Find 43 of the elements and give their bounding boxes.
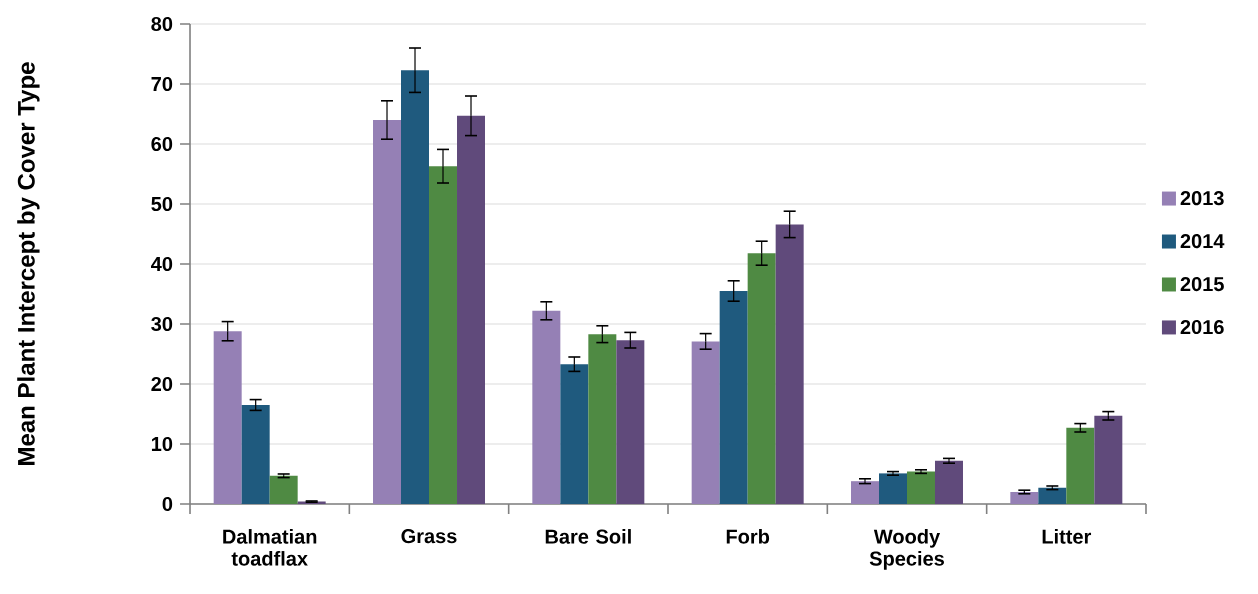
bar — [588, 334, 617, 504]
legend-label: 2016 — [1180, 319, 1224, 335]
bar — [457, 115, 485, 504]
bar — [616, 340, 645, 504]
x-tick-label: Bare Soil — [545, 529, 631, 544]
y-tick-label: 70 — [151, 76, 173, 92]
y-tick-label: 20 — [151, 376, 173, 392]
bar — [907, 471, 935, 504]
legend-label: 2015 — [1180, 277, 1224, 292]
bar — [373, 120, 401, 504]
y-axis-title: Mean Plant Intercept by Cover Type — [17, 62, 40, 465]
y-tick-label: 40 — [151, 256, 173, 272]
bar — [269, 475, 298, 504]
x-tick-label: Grass — [401, 529, 457, 544]
x-tick-label: Woody Species — [869, 529, 944, 570]
x-tick-label: Litter — [1042, 529, 1092, 544]
bar — [1010, 491, 1039, 504]
y-tick-label: 60 — [151, 136, 173, 152]
bar — [851, 481, 879, 504]
legend-label: 2014 — [1180, 234, 1225, 249]
bar — [1094, 415, 1123, 504]
bar — [429, 166, 458, 504]
y-tick-label: 30 — [151, 316, 173, 332]
y-tick-label: 10 — [151, 436, 173, 452]
bar — [879, 473, 907, 504]
bar — [401, 70, 430, 504]
bar — [775, 224, 804, 504]
bar — [560, 364, 589, 504]
bar — [747, 253, 776, 504]
bar — [934, 460, 963, 504]
y-tick-label: 0 — [162, 496, 173, 512]
bar — [691, 341, 720, 504]
bar — [719, 290, 748, 504]
x-tick-label: Dalmatian toadflax — [223, 529, 317, 566]
bar — [532, 310, 561, 504]
y-tick-label: 80 — [151, 16, 173, 32]
y-tick-label: 50 — [151, 196, 173, 212]
legend-label: 2013 — [1180, 191, 1224, 206]
bar — [1038, 487, 1067, 504]
bar — [241, 405, 270, 504]
bar — [1066, 427, 1095, 504]
x-tick-label: Forb — [726, 529, 770, 544]
bar — [213, 331, 242, 504]
